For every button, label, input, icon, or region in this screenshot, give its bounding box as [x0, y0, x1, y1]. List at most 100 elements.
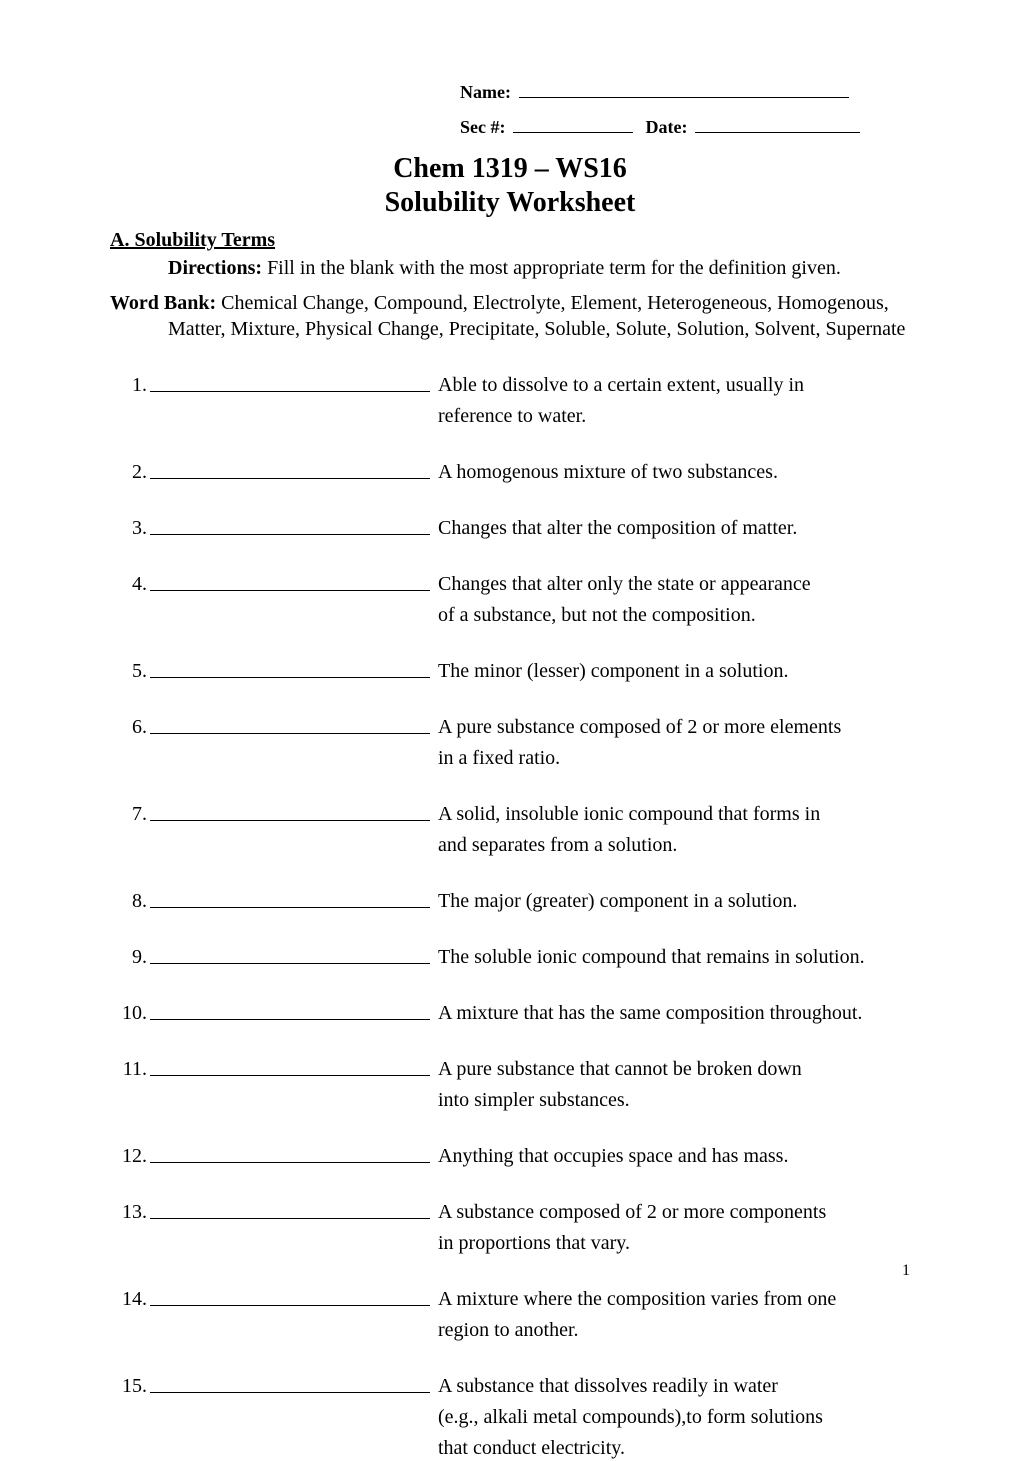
question-definition: A solid, insoluble ionic compound that f… — [438, 801, 910, 827]
question-row: 4. Changes that alter only the state or a… — [120, 571, 910, 597]
header-fields: Name: Sec #: Date: — [460, 80, 910, 138]
question-definition-cont: in proportions that vary. — [438, 1230, 910, 1256]
question-row-continuation: and separates from a solution. — [120, 832, 910, 858]
question-number: 10. — [120, 1000, 150, 1026]
question-row: 13. A substance composed of 2 or more com… — [120, 1199, 910, 1225]
answer-blank[interactable] — [150, 1373, 430, 1393]
spacer — [120, 832, 150, 858]
spacer — [120, 1435, 150, 1461]
answer-blank[interactable] — [150, 1199, 430, 1219]
question-number: 11. — [120, 1056, 150, 1082]
spacer — [120, 745, 150, 771]
question-definition: Anything that occupies space and has mas… — [438, 1143, 910, 1169]
answer-blank[interactable] — [150, 1000, 430, 1020]
sec-blank[interactable] — [513, 115, 633, 133]
question-row: 11. A pure substance that cannot be broke… — [120, 1056, 910, 1082]
answer-blank[interactable] — [150, 571, 430, 591]
answer-blank[interactable] — [150, 1286, 430, 1306]
question-definition: The soluble ionic compound that remains … — [438, 944, 910, 970]
question-definition-cont: into simpler substances. — [438, 1087, 910, 1113]
question-row-continuation: that conduct electricity. — [120, 1435, 910, 1461]
question-row-continuation: in a fixed ratio. — [120, 745, 910, 771]
question-number: 15. — [120, 1373, 150, 1399]
question-definition: A pure substance that cannot be broken d… — [438, 1056, 910, 1082]
name-row: Name: — [460, 80, 910, 103]
spacer — [120, 1404, 150, 1430]
date-label: Date: — [645, 117, 687, 138]
question-number: 7. — [120, 801, 150, 827]
question-row: 15. A substance that dissolves readily in… — [120, 1373, 910, 1399]
answer-blank[interactable] — [150, 1056, 430, 1076]
question-definition-cont: and separates from a solution. — [438, 832, 910, 858]
question-number: 8. — [120, 888, 150, 914]
date-blank[interactable] — [695, 115, 860, 133]
question-row: 9. The soluble ionic compound that remain… — [120, 944, 910, 970]
question-number: 5. — [120, 658, 150, 684]
question-row-continuation: reference to water. — [120, 403, 910, 429]
directions: Directions: Fill in the blank with the m… — [168, 257, 910, 280]
answer-blank[interactable] — [150, 714, 430, 734]
question-definition: Changes that alter only the state or app… — [438, 571, 910, 597]
sec-label: Sec #: — [460, 117, 505, 138]
sec-date-row: Sec #: Date: — [460, 115, 910, 138]
question-definition: A homogenous mixture of two substances. — [438, 459, 910, 485]
question-definition: A mixture where the composition varies f… — [438, 1286, 910, 1312]
question-row-continuation: (e.g., alkali metal compounds),to form s… — [120, 1404, 910, 1430]
question-definition: A substance composed of 2 or more compon… — [438, 1199, 910, 1225]
spacer — [120, 403, 150, 429]
question-definition: A pure substance composed of 2 or more e… — [438, 714, 910, 740]
question-definition: Able to dissolve to a certain extent, us… — [438, 372, 910, 398]
word-bank: Word Bank: Chemical Change, Compound, El… — [110, 290, 910, 342]
question-definition: A substance that dissolves readily in wa… — [438, 1373, 910, 1399]
question-row: 10. A mixture that has the same compositi… — [120, 1000, 910, 1026]
question-number: 3. — [120, 515, 150, 541]
answer-blank[interactable] — [150, 658, 430, 678]
wordbank-label: Word Bank: — [110, 292, 216, 314]
question-number: 6. — [120, 714, 150, 740]
answer-blank[interactable] — [150, 944, 430, 964]
spacer — [120, 602, 150, 628]
question-definition-cont: reference to water. — [438, 403, 910, 429]
page-number: 1 — [902, 1262, 910, 1280]
question-row: 12.Anything that occupies space and has … — [120, 1143, 910, 1169]
answer-blank[interactable] — [150, 1143, 430, 1163]
question-list: 1. Able to dissolve to a certain extent, … — [120, 372, 910, 1461]
question-number: 13. — [120, 1199, 150, 1225]
section-a-heading: A. Solubility Terms — [110, 229, 910, 252]
answer-blank[interactable] — [150, 459, 430, 479]
question-row-continuation: region to another. — [120, 1317, 910, 1343]
answer-blank[interactable] — [150, 372, 430, 392]
spacer — [120, 1317, 150, 1343]
question-definition: The major (greater) component in a solut… — [438, 888, 910, 914]
question-row-continuation: into simpler substances. — [120, 1087, 910, 1113]
answer-blank[interactable] — [150, 515, 430, 535]
question-row-continuation: of a substance, but not the composition. — [120, 602, 910, 628]
worksheet-title-2: Solubility Worksheet — [110, 187, 910, 219]
answer-blank[interactable] — [150, 888, 430, 908]
directions-label: Directions: — [168, 257, 262, 279]
wordbank-text: Chemical Change, Compound, Electrolyte, … — [168, 292, 905, 340]
question-row: 1. Able to dissolve to a certain extent, … — [120, 372, 910, 398]
question-definition: A mixture that has the same composition … — [438, 1000, 910, 1026]
name-label: Name: — [460, 82, 511, 103]
question-number: 4. — [120, 571, 150, 597]
question-row: 14.A mixture where the composition varie… — [120, 1286, 910, 1312]
question-definition-cont: that conduct electricity. — [438, 1435, 910, 1461]
question-definition-cont: in a fixed ratio. — [438, 745, 910, 771]
question-row: 2.A homogenous mixture of two substances… — [120, 459, 910, 485]
question-row: 5.The minor (lesser) component in a solu… — [120, 658, 910, 684]
name-blank[interactable] — [519, 80, 849, 98]
question-definition: Changes that alter the composition of ma… — [438, 515, 910, 541]
question-row: 7. A solid, insoluble ionic compound that… — [120, 801, 910, 827]
question-number: 9. — [120, 944, 150, 970]
question-row: 3. Changes that alter the composition of … — [120, 515, 910, 541]
question-definition-cont: region to another. — [438, 1317, 910, 1343]
question-number: 1. — [120, 372, 150, 398]
question-row: 6. A pure substance composed of 2 or more… — [120, 714, 910, 740]
worksheet-title-1: Chem 1319 – WS16 — [110, 153, 910, 185]
question-definition-cont: (e.g., alkali metal compounds),to form s… — [438, 1404, 910, 1430]
question-row: 8. The major (greater) component in a sol… — [120, 888, 910, 914]
answer-blank[interactable] — [150, 801, 430, 821]
spacer — [120, 1230, 150, 1256]
directions-text: Fill in the blank with the most appropri… — [262, 257, 841, 279]
